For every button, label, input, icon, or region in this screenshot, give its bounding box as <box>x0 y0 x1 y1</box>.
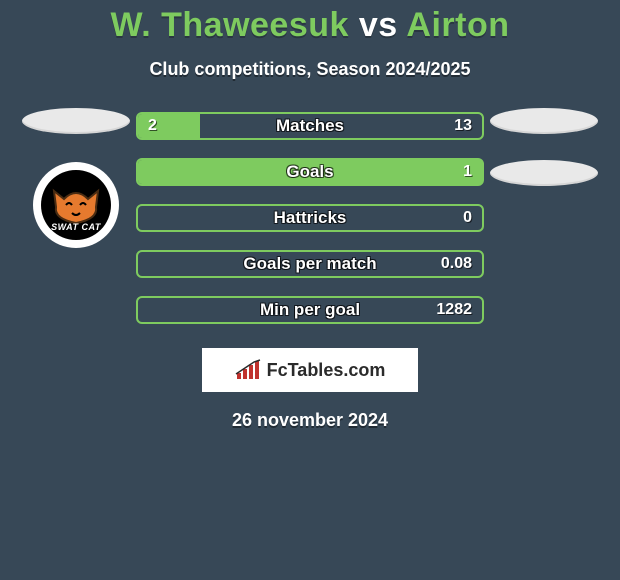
stat-bar: Min per goal1282 <box>136 296 484 324</box>
stat-label: Hattricks <box>138 206 482 230</box>
main-row: Swat Cat 2Matches13 Goals1 Hattricks0 Goals… <box>0 112 620 324</box>
title-player-left: W. Thaweesuk <box>111 6 349 44</box>
stat-label: Min per goal <box>138 298 482 322</box>
stat-bar: Hattricks0 <box>136 204 484 232</box>
stat-value-right: 0.08 <box>441 252 472 276</box>
stat-value-right: 1 <box>463 160 472 184</box>
stat-label: Goals per match <box>138 252 482 276</box>
left-team-badge-label: Swat Cat <box>41 222 111 232</box>
right-side <box>484 112 604 186</box>
title-separator: vs <box>359 6 398 44</box>
stat-bar-fill-left <box>138 160 482 184</box>
left-team-placeholder-icon <box>22 108 130 134</box>
page-title: W. Thaweesuk vs Airton <box>0 0 620 45</box>
stat-bar: Goals per match0.08 <box>136 250 484 278</box>
stat-bars: 2Matches13 Goals1 Hattricks0 Goals per matc… <box>136 112 484 324</box>
swatcat-icon <box>46 183 106 227</box>
title-player-right: Airton <box>406 6 509 44</box>
stat-value-right: 13 <box>454 114 472 138</box>
stat-value-left: 2 <box>148 114 157 138</box>
subtitle: Club competitions, Season 2024/2025 <box>0 59 620 80</box>
footer-date: 26 november 2024 <box>0 410 620 431</box>
left-team-badge-inner: Swat Cat <box>41 170 111 240</box>
stat-value-right: 0 <box>463 206 472 230</box>
right-team-placeholder-icon <box>490 108 598 134</box>
left-side: Swat Cat <box>16 112 136 248</box>
bars-logo-icon <box>235 359 261 381</box>
stat-value-right: 1282 <box>436 298 472 322</box>
root: W. Thaweesuk vs Airton Club competitions… <box>0 0 620 580</box>
left-team-badge: Swat Cat <box>33 162 119 248</box>
stat-bar: Goals1 <box>136 158 484 186</box>
stat-bar: 2Matches13 <box>136 112 484 140</box>
fctables-logo-box: FcTables.com <box>202 348 418 392</box>
right-team-placeholder2-icon <box>490 160 598 186</box>
fctables-logo-text: FcTables.com <box>267 360 386 381</box>
